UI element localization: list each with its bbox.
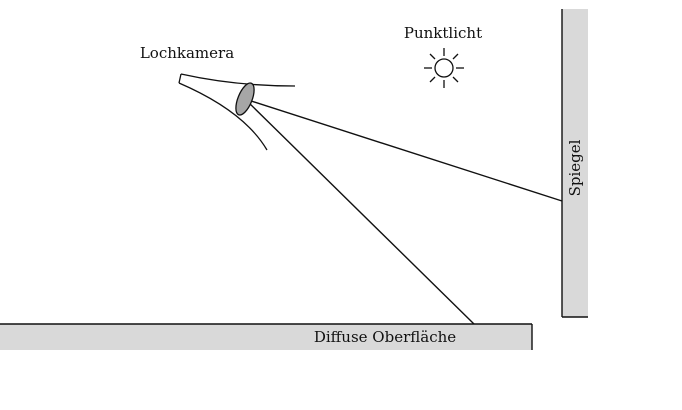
camera-lens xyxy=(235,82,255,116)
mirror-wall xyxy=(562,9,588,317)
sun-icon xyxy=(424,48,464,88)
sun-core xyxy=(434,58,454,78)
surface-label: Diffuse Oberfläche xyxy=(314,328,456,346)
light-label: Punktlicht xyxy=(404,24,482,42)
camera-top-curve xyxy=(180,73,296,87)
mirror-label: Spiegel xyxy=(566,139,584,196)
camera-back-edge xyxy=(178,73,182,84)
ray-to-surface xyxy=(244,98,475,325)
camera-bottom-curve xyxy=(178,82,268,151)
ray-to-mirror xyxy=(244,98,563,202)
diffuse-surface xyxy=(0,324,532,350)
pinhole-camera-icon xyxy=(178,73,296,151)
camera-label: Lochkamera xyxy=(140,44,234,62)
